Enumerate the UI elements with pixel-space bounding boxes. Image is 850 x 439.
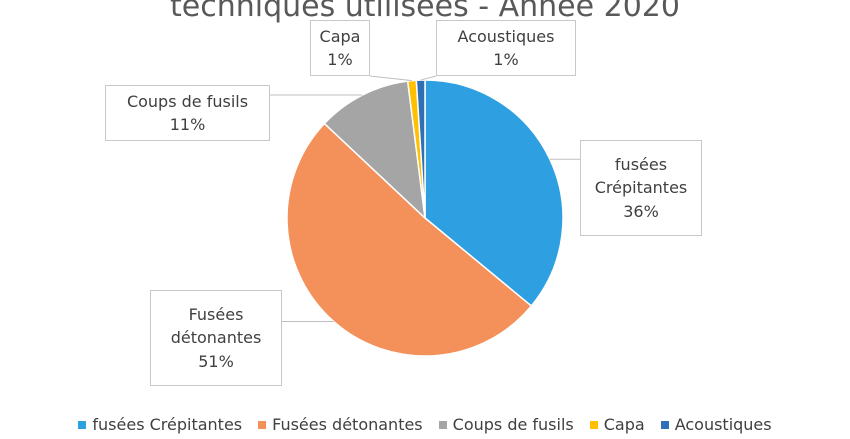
legend-swatch [438, 420, 447, 429]
legend-item: Coups de fusils [438, 415, 574, 434]
data-label-name: Fusées détonantes [170, 305, 262, 348]
data-label: Coups de fusils 11% [105, 85, 270, 141]
leader-line [420, 75, 437, 81]
data-label-box: Acoustiques 1% [436, 20, 576, 76]
leader-line [369, 75, 413, 82]
legend-label: Coups de fusils [452, 415, 574, 434]
legend-item: fusées Crépitantes [78, 415, 242, 434]
data-label-name: Coups de fusils [126, 91, 249, 111]
data-label-value: 1% [327, 50, 353, 69]
legend-item: Capa [589, 415, 645, 434]
legend-label: Acoustiques [674, 415, 772, 434]
legend-label: Capa [603, 415, 645, 434]
chart-title: techniques utilisées - Année 2020 [170, 0, 680, 24]
pie-slice [286, 122, 533, 357]
data-label: Capa 1% [310, 20, 370, 76]
data-label-box: Capa 1% [310, 20, 370, 76]
data-label: Fusées détonantes 51% [150, 290, 282, 386]
data-label-box: fusées Crépitantes 36% [580, 140, 702, 236]
legend-label: Fusées détonantes [272, 415, 423, 434]
data-label-name: fusées Crépitantes [594, 155, 688, 198]
data-label-value: 36% [623, 201, 659, 221]
data-label-value: 1% [493, 50, 519, 69]
legend-item: Fusées détonantes [258, 415, 423, 434]
legend-label: fusées Crépitantes [92, 415, 243, 434]
legend: fusées Crépitantes Fusées détonantes Coups… [0, 415, 850, 434]
legend-swatch [78, 420, 87, 429]
data-label-value: 11% [169, 115, 206, 134]
legend-swatch [660, 420, 669, 429]
data-label: fusées Crépitantes 36% [580, 140, 702, 236]
legend-swatch [258, 420, 267, 429]
data-label: Acoustiques 1% [436, 20, 576, 76]
data-label-value: 51% [198, 351, 234, 371]
legend-item: Acoustiques [660, 415, 772, 434]
data-label-name: Acoustiques [457, 26, 555, 46]
data-label-box: Fusées détonantes 51% [150, 290, 282, 386]
data-label-box: Coups de fusils 11% [105, 85, 270, 141]
data-label-name: Capa [319, 26, 361, 46]
legend-swatch [589, 420, 598, 429]
